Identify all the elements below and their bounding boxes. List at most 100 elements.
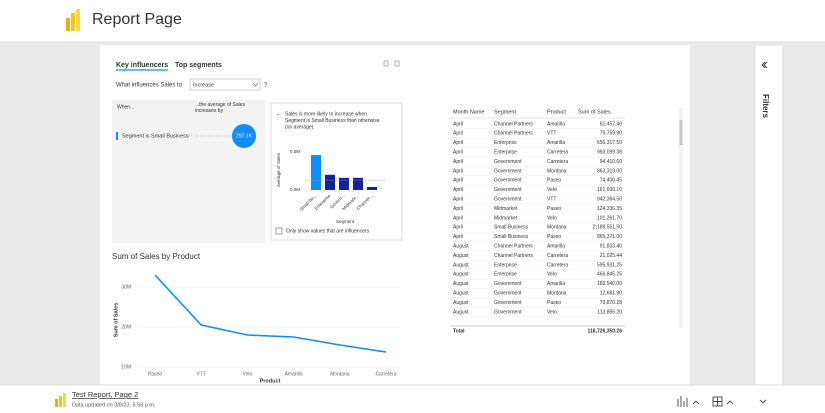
- x-tick-label: Amarilla: [285, 371, 303, 377]
- column-header[interactable]: Product: [547, 109, 566, 115]
- x-axis-label: Segment: [336, 219, 355, 224]
- footer-bar: [0, 385, 825, 413]
- explanation: Sales is more likely to increase whenSeg…: [285, 111, 380, 130]
- table-cell: April: [453, 225, 463, 231]
- dropdown-value[interactable]: Increase: [193, 82, 214, 88]
- help[interactable]: ?: [264, 83, 268, 89]
- table-cell: August: [453, 262, 469, 268]
- collapse-icon-part: [761, 61, 766, 69]
- table-cell: Channel Partners: [494, 131, 533, 137]
- table-cell: 466,845.25: [597, 272, 622, 278]
- detail-panel: [270, 102, 403, 241]
- chart-title: Sum of Sales by Product: [112, 252, 201, 261]
- scrollbar[interactable]: [679, 108, 683, 328]
- table-cell: Paseo: [547, 206, 561, 212]
- line-chart: Sum of Sales by Product Sum of Sales 10M 20…: [112, 252, 400, 384]
- total-value: 118,726,350.26: [588, 328, 623, 334]
- filters-label[interactable]: Filters: [761, 94, 770, 119]
- table-cell: VTT: [547, 197, 556, 203]
- table-cell: Enterprise: [494, 262, 517, 268]
- table-cell: August: [453, 281, 469, 287]
- table: Month Name Segment Product Sum of Sales Apri…: [450, 109, 625, 334]
- table-cell: April: [453, 150, 463, 156]
- table-cell: Government: [494, 281, 522, 287]
- table-cell: Government: [494, 178, 522, 184]
- x-tick-label: Carretera: [375, 371, 396, 377]
- table-cell: Channel Partners: [494, 253, 533, 259]
- x-tick-label: Paseo: [148, 371, 162, 377]
- table-cell: Carretera: [547, 159, 568, 165]
- table-cell: 993,099.38: [597, 150, 622, 156]
- table-cell: Paseo: [547, 300, 561, 306]
- column-header[interactable]: Month Name: [453, 109, 485, 115]
- bubble[interactable]: [232, 124, 256, 148]
- explanation-line: Segment is Small Business than otherwise: [285, 118, 380, 124]
- y-tick-label: 0.5M: [290, 149, 300, 154]
- table-cell: April: [453, 234, 463, 240]
- bar[interactable]: [311, 155, 321, 190]
- x-axis-label: Product: [260, 378, 281, 384]
- checkbox[interactable]: [275, 227, 283, 235]
- table-cell: 75,759.90: [600, 131, 622, 137]
- dropdown[interactable]: [189, 78, 261, 91]
- column-header[interactable]: Segment: [494, 109, 516, 115]
- table-cell: 656,317.50: [597, 140, 622, 146]
- table-cell: 942,384.50: [597, 197, 622, 203]
- bar[interactable]: [339, 177, 349, 190]
- table-cell: August: [453, 309, 469, 315]
- report-link[interactable]: Test Report, Page 2: [72, 390, 138, 399]
- bar[interactable]: [353, 177, 363, 190]
- table-cell: April: [453, 131, 463, 137]
- table-cell: Montana: [547, 291, 567, 297]
- table-cell: Carretera: [547, 253, 568, 259]
- scroll-thumb[interactable]: [679, 120, 683, 145]
- influencer-list: [112, 100, 265, 243]
- table-cell: April: [453, 168, 463, 174]
- bar[interactable]: [325, 174, 335, 190]
- column-header[interactable]: Sum of Sales: [578, 109, 611, 115]
- table-cell: Amarilla: [547, 281, 565, 287]
- checkbox-label[interactable]: Only show values that are influencers: [286, 228, 370, 234]
- table-cell: 12,681.90: [600, 291, 622, 297]
- table-cell: Channel Partners: [494, 121, 533, 127]
- table-cell: August: [453, 291, 469, 297]
- table-cell: Midmarket: [494, 206, 518, 212]
- table-cell: Small Business: [494, 234, 529, 240]
- x-tick-label: Velo: [243, 371, 253, 377]
- y-axis-label: Average of Sales: [276, 152, 281, 187]
- tab[interactable]: Top segments: [175, 62, 222, 69]
- table-cell: 124,336.35: [597, 206, 622, 212]
- table-cell: 94,410.60: [600, 159, 622, 165]
- table-cell: Government: [494, 291, 522, 297]
- table-cell: April: [453, 121, 463, 127]
- factor[interactable]: Segment is Small Business: [122, 133, 189, 139]
- feedback-icons[interactable]: [383, 60, 400, 67]
- back-arrow[interactable]: ←: [276, 112, 282, 118]
- effect-wrap: ...the average of Sales increases by: [195, 102, 245, 114]
- page-title: Report Page: [92, 11, 182, 28]
- table-cell: August: [453, 272, 469, 278]
- table-cell: Enterprise: [494, 150, 517, 156]
- table-cell: Velo: [547, 187, 557, 193]
- header-bar: [0, 0, 825, 42]
- y-tick-label: 0.0M: [290, 187, 300, 192]
- table-cell: Small Business: [494, 225, 529, 231]
- app-logo: [66, 9, 80, 31]
- filters-pane[interactable]: [754, 44, 784, 386]
- table-cell: Montana: [547, 168, 567, 174]
- table-cell: Velo: [547, 215, 557, 221]
- tab[interactable]: Key influencers: [116, 62, 168, 69]
- table-cell: Amarilla: [547, 121, 565, 127]
- table-cell: Government: [494, 300, 522, 306]
- table-cell: August: [453, 300, 469, 306]
- collapse-icon[interactable]: [763, 61, 768, 69]
- table-cell: Montana: [547, 225, 567, 231]
- x-tick-label: VTT: [196, 371, 205, 377]
- bar[interactable]: [367, 186, 377, 190]
- y-tick-label: 20M: [121, 324, 131, 330]
- footer-logo: [55, 393, 66, 407]
- table-cell: 863,319.00: [597, 168, 622, 174]
- footer-icons[interactable]: [677, 396, 767, 407]
- table-cell: 595,931.25: [597, 262, 622, 268]
